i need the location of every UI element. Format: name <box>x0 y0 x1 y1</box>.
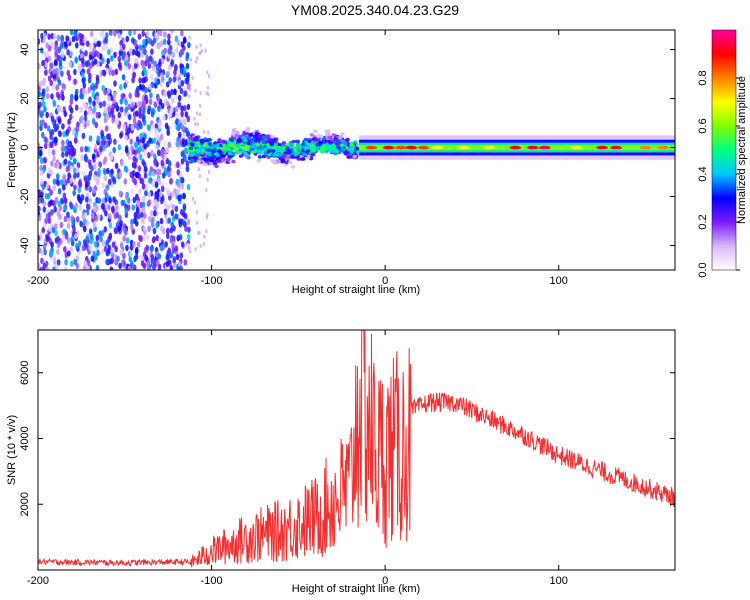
chart-title: YM08.2025.340.04.23.G29 <box>290 2 460 18</box>
x-tick-label: 100 <box>550 575 568 587</box>
colorbar-tick-label: 0.2 <box>697 214 709 229</box>
y-tick-label: 2000 <box>19 492 31 516</box>
x-tick-label: 100 <box>550 275 568 287</box>
y-tick-label: 6000 <box>19 360 31 384</box>
spectrogram-frame <box>37 29 676 271</box>
colorbar-tick-label: 0.0 <box>697 262 709 277</box>
snr-line <box>38 330 675 568</box>
spectrogram-ylabel: Frequency (Hz) <box>6 112 18 188</box>
y-tick-label: -20 <box>19 189 31 205</box>
snr-plot-area <box>38 330 675 568</box>
x-tick-label: -200 <box>27 275 49 287</box>
colorbar: 0.0 0.2 0.4 0.6 0.8 Normalized spectral ampl… <box>697 29 748 278</box>
snr-ticks: -200 -100 0 100 2000 4000 6000 <box>19 330 675 587</box>
x-tick-label: -200 <box>27 575 49 587</box>
colorbar-label: Normalized spectral amplitude <box>736 76 748 224</box>
y-tick-label: 0 <box>19 144 31 150</box>
snr-frame <box>37 329 676 571</box>
x-tick-label: -100 <box>201 275 223 287</box>
colorbar-gradient <box>711 29 737 271</box>
heatmap-region-noise <box>38 30 211 270</box>
snr-panel: -200 -100 0 100 2000 4000 6000 Height of strai… <box>6 329 676 595</box>
heatmap-region-turbulent-signal <box>186 127 362 169</box>
y-tick-label: -40 <box>19 238 31 254</box>
colorbar-tick-label: 0.6 <box>697 118 709 133</box>
y-tick-label: 40 <box>19 43 31 55</box>
heatmap-region-carrier <box>359 135 675 160</box>
y-tick-label: 4000 <box>19 426 31 450</box>
colorbar-tick-label: 0.8 <box>697 70 709 85</box>
y-tick-label: 20 <box>19 92 31 104</box>
spectrogram-heatmap <box>38 30 675 270</box>
x-tick-label: 0 <box>382 575 388 587</box>
x-tick-label: 0 <box>382 275 388 287</box>
colorbar-tick-label: 0.4 <box>697 166 709 181</box>
colorbar-ticks: 0.0 0.2 0.4 0.6 0.8 <box>697 70 740 278</box>
x-tick-label: -100 <box>201 575 223 587</box>
snr-ylabel: SNR (10 * v/v) <box>6 415 18 485</box>
snr-xlabel: Height of straight line (km) <box>292 583 420 595</box>
spectrogram-xlabel: Height of straight line (km) <box>292 284 420 296</box>
